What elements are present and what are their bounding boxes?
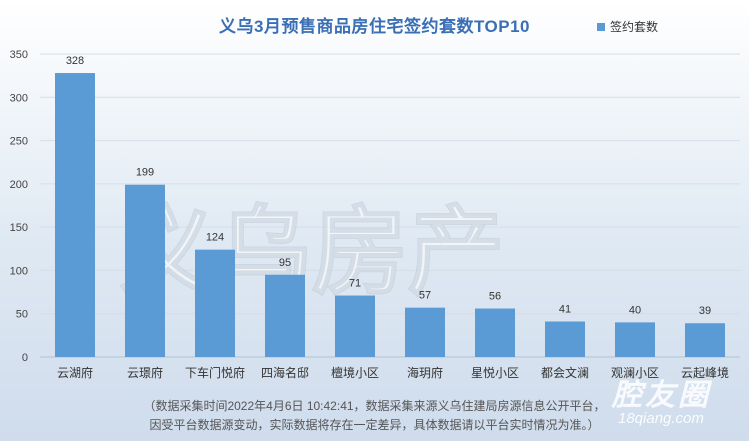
brand-url: 18qiang.com: [618, 410, 704, 427]
x-tick-label: 都会文澜: [541, 365, 589, 380]
data-label: 124: [206, 232, 224, 244]
y-tick-label: 350: [10, 49, 28, 61]
data-label: 39: [699, 305, 711, 317]
bar: [405, 307, 445, 357]
x-tick-label: 星悦小区: [471, 366, 519, 380]
bar: [265, 274, 305, 357]
y-tick-label: 300: [10, 92, 28, 104]
x-tick-label: 云起峰境: [681, 365, 729, 380]
bar: [125, 184, 165, 357]
bar: [685, 323, 725, 357]
y-tick-label: 100: [10, 265, 28, 277]
legend-label: 签约套数: [610, 20, 659, 34]
brand-logo: 腔友圈: [612, 379, 711, 412]
y-tick-label: 250: [10, 136, 28, 148]
data-label: 56: [489, 291, 501, 303]
x-tick-label: 檀境小区: [331, 365, 379, 380]
data-label: 71: [349, 278, 361, 290]
x-tick-label: 云璟府: [127, 365, 163, 380]
y-tick-label: 200: [10, 179, 28, 191]
watermark: 义乌房产: [119, 195, 505, 309]
bar: [545, 321, 585, 357]
bars: [55, 73, 725, 357]
bar: [55, 73, 95, 357]
watermark-text: 义乌房产: [120, 196, 504, 308]
y-axis-ticks: 0 50 100 150 200 250 300 350: [10, 49, 28, 364]
data-label: 328: [66, 55, 84, 67]
data-label: 199: [136, 167, 154, 179]
bar: [615, 322, 655, 357]
chart-title: 义乌3月预售商品房住宅签约套数TOP10: [218, 17, 530, 36]
bar: [195, 249, 235, 357]
data-label: 40: [629, 304, 641, 316]
footnote-line-2: 因受平台数据源变动，实际数据将存在一定差异，具体数据请以平台实时情况为准。）: [149, 418, 600, 432]
data-label: 57: [419, 290, 431, 302]
legend-swatch: [597, 22, 605, 31]
footnote: （数据采集时间2022年4月6日 10:42:41，数据采集来源义乌住建局房源信…: [0, 397, 749, 435]
footnote-line-1: （数据采集时间2022年4月6日 10:42:41，数据采集来源义乌住建局房源信…: [143, 399, 606, 413]
x-axis-ticks: 云湖府 云璟府 下车门悦府 四海名邸 檀境小区 海玥府 星悦小区 都会文澜 观澜小区 云起峰境: [57, 365, 729, 380]
x-tick-label: 海玥府: [407, 365, 443, 380]
y-tick-label: 150: [10, 222, 28, 234]
y-tick-label: 50: [16, 309, 28, 321]
data-label: 41: [559, 304, 571, 316]
bar: [335, 295, 375, 357]
bar: [475, 308, 515, 357]
x-tick-label: 观澜小区: [611, 366, 659, 380]
legend: 签约套数: [597, 18, 658, 35]
data-labels: 328 199 124 95 71 57 56 41 40 39: [66, 55, 711, 317]
x-tick-label: 四海名邸: [261, 365, 309, 380]
x-tick-label: 云湖府: [57, 365, 93, 380]
y-tick-label: 0: [22, 352, 28, 364]
data-label: 95: [279, 257, 291, 269]
x-tick-label: 下车门悦府: [185, 365, 245, 380]
